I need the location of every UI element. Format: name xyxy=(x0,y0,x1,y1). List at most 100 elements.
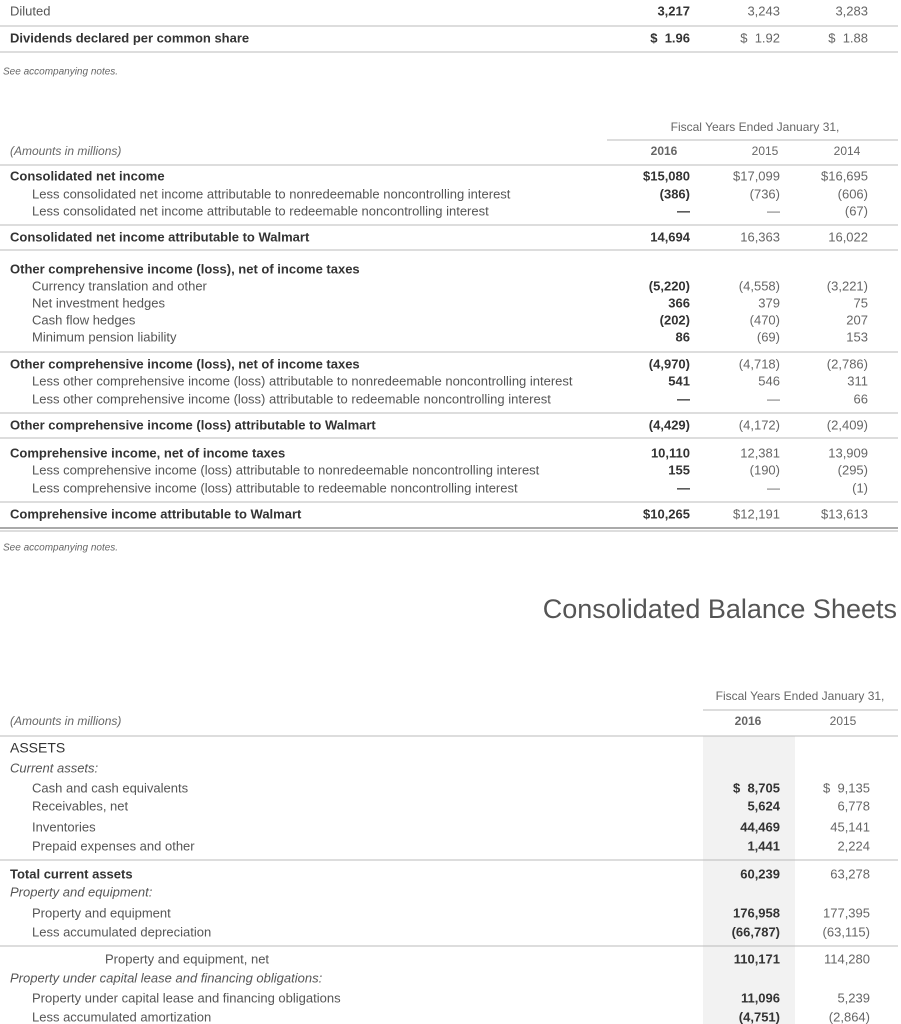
cell-value: 75 xyxy=(854,295,868,310)
cell-value: 44,469 xyxy=(740,819,780,834)
cell-value: 13,909 xyxy=(828,445,868,460)
cell-value: (202) xyxy=(660,312,690,327)
cell-value: 176,958 xyxy=(733,905,780,920)
row-label: Net investment hedges xyxy=(32,295,165,310)
cell-value: 66 xyxy=(854,391,868,406)
year-header: 2015 xyxy=(830,714,857,728)
row-label: Property and equipment: xyxy=(10,884,153,899)
cell-value: — xyxy=(767,480,780,495)
cell-value: $17,099 xyxy=(733,168,780,183)
cell-value: 3,217 xyxy=(657,3,690,18)
row-label: Less accumulated amortization xyxy=(32,1009,211,1024)
cell-value: (4,172) xyxy=(739,417,780,432)
row-label: Less other comprehensive income (loss) a… xyxy=(32,391,551,406)
cell-value: 546 xyxy=(758,373,780,388)
cell-value: — xyxy=(767,203,780,218)
cell-value: 541 xyxy=(668,373,690,388)
units: (Amounts in millions) xyxy=(10,714,121,728)
cell-value: 366 xyxy=(668,295,690,310)
row-label: Total current assets xyxy=(10,866,133,881)
year-header: 2016 xyxy=(651,144,678,158)
current-year-shade xyxy=(703,736,795,1024)
row-label: Property and equipment xyxy=(32,905,171,920)
cell-value: — xyxy=(677,480,690,495)
cell-value: 14,694 xyxy=(650,229,691,244)
row-label: Current assets: xyxy=(10,760,99,775)
row-label: Less comprehensive income (loss) attribu… xyxy=(32,462,540,477)
cell-value: (2,409) xyxy=(827,417,868,432)
cell-value: 45,141 xyxy=(830,819,870,834)
row-label: Less accumulated depreciation xyxy=(32,924,211,939)
row-label: Other comprehensive income (loss) attrib… xyxy=(10,417,376,432)
row-label: Property and equipment, net xyxy=(105,951,269,966)
row-label: Cash flow hedges xyxy=(32,312,136,327)
note: See accompanying notes. xyxy=(3,67,118,78)
cell-value: 153 xyxy=(846,329,868,344)
row-label: Other comprehensive income (loss), net o… xyxy=(10,261,360,276)
cell-value: (4,429) xyxy=(649,417,690,432)
units: (Amounts in millions) xyxy=(10,144,121,158)
cell-value: $13,613 xyxy=(821,506,868,521)
column-header: Fiscal Years Ended January 31, xyxy=(716,689,885,703)
cell-value: 311 xyxy=(847,373,868,388)
cell-value: 1,441 xyxy=(747,838,780,853)
cell-value: (386) xyxy=(660,186,690,201)
cell-value: — xyxy=(677,203,690,218)
row-label: Dividends declared per common share xyxy=(10,30,249,45)
row-label: Cash and cash equivalents xyxy=(32,780,189,795)
row-label: Currency translation and other xyxy=(32,278,208,293)
cell-value: 60,239 xyxy=(740,866,780,881)
cell-value: — xyxy=(767,391,780,406)
row-label: Property under capital lease and financi… xyxy=(10,970,323,985)
cell-value: (1) xyxy=(852,480,868,495)
cell-value: (2,864) xyxy=(829,1009,870,1024)
cell-value: 11,096 xyxy=(741,990,780,1005)
row-label: Prepaid expenses and other xyxy=(32,838,195,853)
cell-value: 16,022 xyxy=(828,229,868,244)
cell-value: $12,191 xyxy=(733,506,780,521)
cell-value: $ 1.96 xyxy=(650,30,690,45)
cell-value: 177,395 xyxy=(823,905,870,920)
cell-value: (295) xyxy=(838,462,868,477)
cell-value: 2,224 xyxy=(837,838,870,853)
cell-value: — xyxy=(677,391,690,406)
cell-value: (190) xyxy=(750,462,780,477)
cell-value: $16,695 xyxy=(821,168,868,183)
cell-value: 5,624 xyxy=(747,798,780,813)
row-label: Receivables, net xyxy=(32,798,128,813)
cell-value: (63,115) xyxy=(823,924,870,939)
cell-value: $ 8,705 xyxy=(733,780,780,795)
row-label: Diluted xyxy=(10,3,50,18)
cell-value: (66,787) xyxy=(732,924,780,939)
cell-value: (4,751) xyxy=(739,1009,780,1024)
note: See accompanying notes. xyxy=(3,543,118,554)
cell-value: 16,363 xyxy=(740,229,780,244)
year-header: 2014 xyxy=(834,144,861,158)
cell-value: (606) xyxy=(838,186,868,201)
cell-value: 6,778 xyxy=(837,798,870,813)
cell-value: (4,558) xyxy=(739,278,780,293)
column-header: Fiscal Years Ended January 31, xyxy=(671,120,840,134)
row-label: Less comprehensive income (loss) attribu… xyxy=(32,480,518,495)
cell-value: (470) xyxy=(750,312,780,327)
row-label: Property under capital lease and financi… xyxy=(32,990,341,1005)
cell-value: 12,381 xyxy=(740,445,780,460)
cell-value: 207 xyxy=(846,312,868,327)
year-header: 2016 xyxy=(735,714,762,728)
cell-value: (5,220) xyxy=(649,278,690,293)
cell-value: $ 1.92 xyxy=(740,30,780,45)
cell-value: 155 xyxy=(668,462,690,477)
section-title: Consolidated Balance Sheets xyxy=(543,594,897,624)
cell-value: 3,243 xyxy=(747,3,780,18)
cell-value: 3,283 xyxy=(835,3,868,18)
year-header: 2015 xyxy=(752,144,779,158)
cell-value: (4,970) xyxy=(649,356,690,371)
row-label: ASSETS xyxy=(10,740,65,756)
row-label: Less other comprehensive income (loss) a… xyxy=(32,373,573,388)
cell-value: 10,110 xyxy=(651,445,690,460)
cell-value: 63,278 xyxy=(830,866,870,881)
row-label: Inventories xyxy=(32,819,96,834)
row-label: Less consolidated net income attributabl… xyxy=(32,203,489,218)
cell-value: $ 9,135 xyxy=(823,780,870,795)
cell-value: $10,265 xyxy=(643,506,690,521)
